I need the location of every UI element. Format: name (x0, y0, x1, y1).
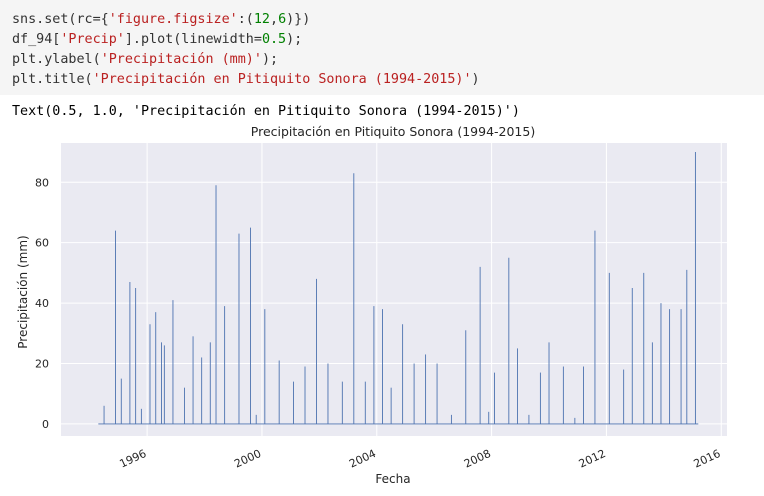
x-tick-label: 2004 (347, 447, 378, 471)
code-token: plt.ylabel( (12, 52, 101, 67)
code-line: df_94['Precip'].plot(linewidth=0.5); (12, 30, 302, 50)
y-tick-label: 40 (35, 297, 49, 310)
code-cell[interactable]: sns.set(rc={'figure.figsize':(12,6)}) df… (0, 0, 764, 95)
y-tick-label: 60 (35, 237, 49, 250)
code-token: 12 (253, 12, 270, 27)
code-token: )}) (286, 12, 311, 27)
x-tick-label: 2008 (462, 447, 493, 471)
x-tick-label: 2012 (577, 447, 608, 471)
chart-title: Precipitación en Pitiquito Sonora (1994-… (251, 124, 535, 139)
y-tick-label: 0 (42, 418, 49, 431)
y-axis-label: Precipitación (mm) (16, 235, 30, 348)
code-token: 'Precipitación (mm)' (100, 52, 262, 67)
code-token: ].plot(linewidth= (124, 32, 262, 47)
code-token: 'Precip' (60, 32, 125, 47)
x-tick-label: 2016 (692, 447, 723, 471)
y-tick-label: 20 (35, 358, 49, 371)
x-axis-label: Fecha (375, 472, 410, 486)
x-tick-label: 2000 (232, 447, 263, 471)
code-token: , (270, 12, 279, 27)
code-token: 'figure.figsize' (108, 12, 238, 27)
code-token: df_94[ (12, 32, 61, 47)
code-token: ); (286, 32, 303, 47)
cell-output-text: Text(0.5, 1.0, 'Precipitación en Pitiqui… (12, 104, 520, 119)
code-token: 'Precipitación en Pitiquito Sonora (1994… (92, 72, 472, 87)
y-tick-label: 80 (35, 176, 49, 189)
x-tick-label: 1996 (118, 447, 149, 471)
code-token: 0.5 (261, 32, 287, 47)
code-line: plt.ylabel('Precipitación (mm)'); (12, 50, 278, 70)
code-line: sns.set(rc={'figure.figsize':(12,6)}) (12, 10, 310, 30)
code-token: :( (237, 12, 254, 27)
code-token: ) (471, 72, 480, 87)
code-token: 6 (278, 12, 287, 27)
code-token: plt.title( (12, 72, 93, 87)
plot-area (61, 143, 727, 436)
code-line: plt.title('Precipitación en Pitiquito So… (12, 70, 480, 90)
code-token: ); (261, 52, 279, 67)
code-token: sns.set(rc={ (12, 12, 109, 27)
